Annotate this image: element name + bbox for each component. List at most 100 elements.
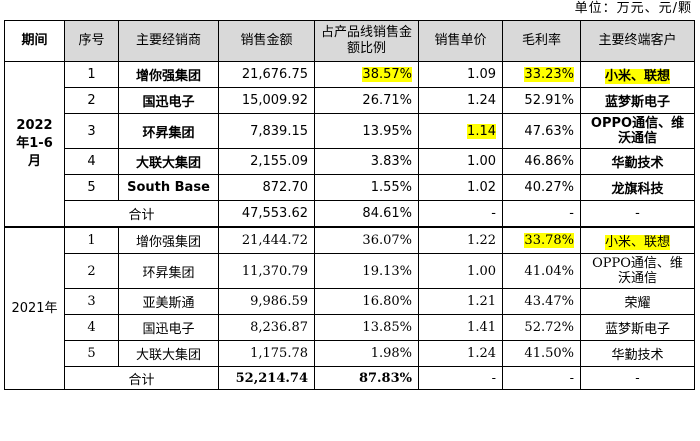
period-cell-2021: 2021年 [4,226,65,390]
row-share: 19.13% [314,253,419,289]
row-sales: 8,236.87 [218,314,315,341]
header-price: 销售单价 [418,20,503,62]
row-margin: 40.27% [502,174,581,201]
total-share: 87.83% [314,366,419,390]
row-customer: 华勤技术 [580,148,695,175]
row-no: 4 [64,314,119,341]
table-row: 3 环昇集团 7,839.15 13.95% 1.14 47.63% OPPO通… [5,113,695,149]
table-row: 3 亚美斯通 9,986.59 16.80% 1.21 43.47% 荣耀 [5,288,695,315]
row-no: 1 [64,61,119,88]
row-distributor: 国迅电子 [118,314,219,341]
row-distributor: 环昇集团 [118,113,219,149]
row-no: 2 [64,253,119,289]
row-no: 3 [64,113,119,149]
table-row: 5 大联大集团 1,175.78 1.98% 1.24 41.50% 华勤技术 [5,340,695,367]
row-price: 1.09 [418,61,503,88]
row-distributor: 大联大集团 [118,340,219,367]
row-sales: 21,444.72 [218,226,315,254]
row-share: 3.83% [314,148,419,175]
row-sales: 2,155.09 [218,148,315,175]
total-price: - [418,200,503,228]
row-sales: 11,370.79 [218,253,315,289]
row-customer: OPPO通信、维沃通信 [580,253,695,289]
row-share: 26.71% [314,87,419,114]
row-share: 16.80% [314,288,419,315]
row-customer-value: 小米、联想 [604,235,670,250]
row-no: 1 [64,226,119,254]
row-price: 1.24 [418,340,503,367]
row-margin-value: 33.78% [524,233,574,248]
row-distributor: 大联大集团 [118,148,219,175]
table-row: 4 国迅电子 8,236.87 13.85% 1.41 52.72% 蓝梦斯电子 [5,314,695,341]
total-row: 合计 52,214.74 87.83% - - - [5,366,695,390]
total-margin: - [502,200,581,228]
row-share: 1.55% [314,174,419,201]
row-price: 1.22 [418,226,503,254]
row-margin: 47.63% [502,113,581,149]
row-margin: 41.50% [502,340,581,367]
row-no: 4 [64,148,119,175]
row-customer: OPPO通信、维沃通信 [580,113,695,149]
total-label: 合计 [64,200,219,228]
table-row: 2021年 1 增你强集团 21,444.72 36.07% 1.22 33.7… [4,226,695,390]
row-share: 13.85% [314,314,419,341]
row-price: 1.00 [418,253,503,289]
row-share-value: 38.57% [362,67,412,82]
row-distributor: 亚美斯通 [118,288,219,315]
period-cell-2022: 2022年1-6月 [4,61,65,228]
header-customer: 主要终端客户 [580,20,695,62]
row-sales: 9,986.59 [218,288,315,315]
distributor-sales-table: 期间 序号 主要经销商 销售金额 占产品线销售金额比例 销售单价 毛利率 主要终… [4,20,695,390]
row-distributor: 增你强集团 [118,61,219,88]
row-customer: 小米、联想 [580,226,695,254]
total-customer: - [580,200,695,228]
row-sales: 7,839.15 [218,113,315,149]
table-row: 5 South Base 872.70 1.55% 1.02 40.27% 龙旗… [5,174,695,201]
header-share: 占产品线销售金额比例 [314,20,419,62]
row-sales: 872.70 [218,174,315,201]
row-margin: 43.47% [502,288,581,315]
total-label: 合计 [64,366,219,390]
row-price-value: 1.14 [467,123,496,139]
row-margin-value: 33.23% [524,67,574,82]
total-sales: 52,214.74 [218,366,315,390]
row-no: 2 [64,87,119,114]
row-margin: 52.72% [502,314,581,341]
header-sales: 销售金额 [218,20,315,62]
header-period: 期间 [4,20,65,62]
unit-note: 单位：万元、元/颗 [574,1,692,16]
row-no: 5 [64,340,119,367]
row-price: 1.00 [418,148,503,175]
row-distributor: 环昇集团 [118,253,219,289]
row-margin: 52.91% [502,87,581,114]
row-price: 1.24 [418,87,503,114]
row-no: 3 [64,288,119,315]
row-price: 1.41 [418,314,503,341]
row-price: 1.02 [418,174,503,201]
row-price: 1.21 [418,288,503,315]
row-customer: 龙旗科技 [580,174,695,201]
row-distributor: 增你强集团 [118,226,219,254]
header-distributor: 主要经销商 [118,20,219,62]
row-margin: 33.78% [502,226,581,254]
table-row: 2 环昇集团 11,370.79 19.13% 1.00 41.04% OPPO… [5,253,695,289]
row-share: 1.98% [314,340,419,367]
row-customer: 蓝梦斯电子 [580,87,695,114]
row-share: 38.57% [314,61,419,88]
row-margin: 46.86% [502,148,581,175]
total-row: 合计 47,553.62 84.61% - - - [5,200,695,228]
row-share: 13.95% [314,113,419,149]
header-no: 序号 [64,20,119,62]
row-price: 1.14 [418,113,503,149]
row-customer: 荣耀 [580,288,695,315]
row-sales: 21,676.75 [218,61,315,88]
total-price: - [418,366,503,390]
header-row: 期间 序号 主要经销商 销售金额 占产品线销售金额比例 销售单价 毛利率 主要终… [4,20,695,62]
row-customer: 小米、联想 [580,61,695,88]
total-margin: - [502,366,581,390]
row-customer: 华勤技术 [580,340,695,367]
table-row: 4 大联大集团 2,155.09 3.83% 1.00 46.86% 华勤技术 [5,148,695,175]
table-row: 2 国迅电子 15,009.92 26.71% 1.24 52.91% 蓝梦斯电… [5,87,695,114]
row-distributor: South Base [118,174,219,201]
row-customer-value: 小米、联想 [604,69,670,84]
